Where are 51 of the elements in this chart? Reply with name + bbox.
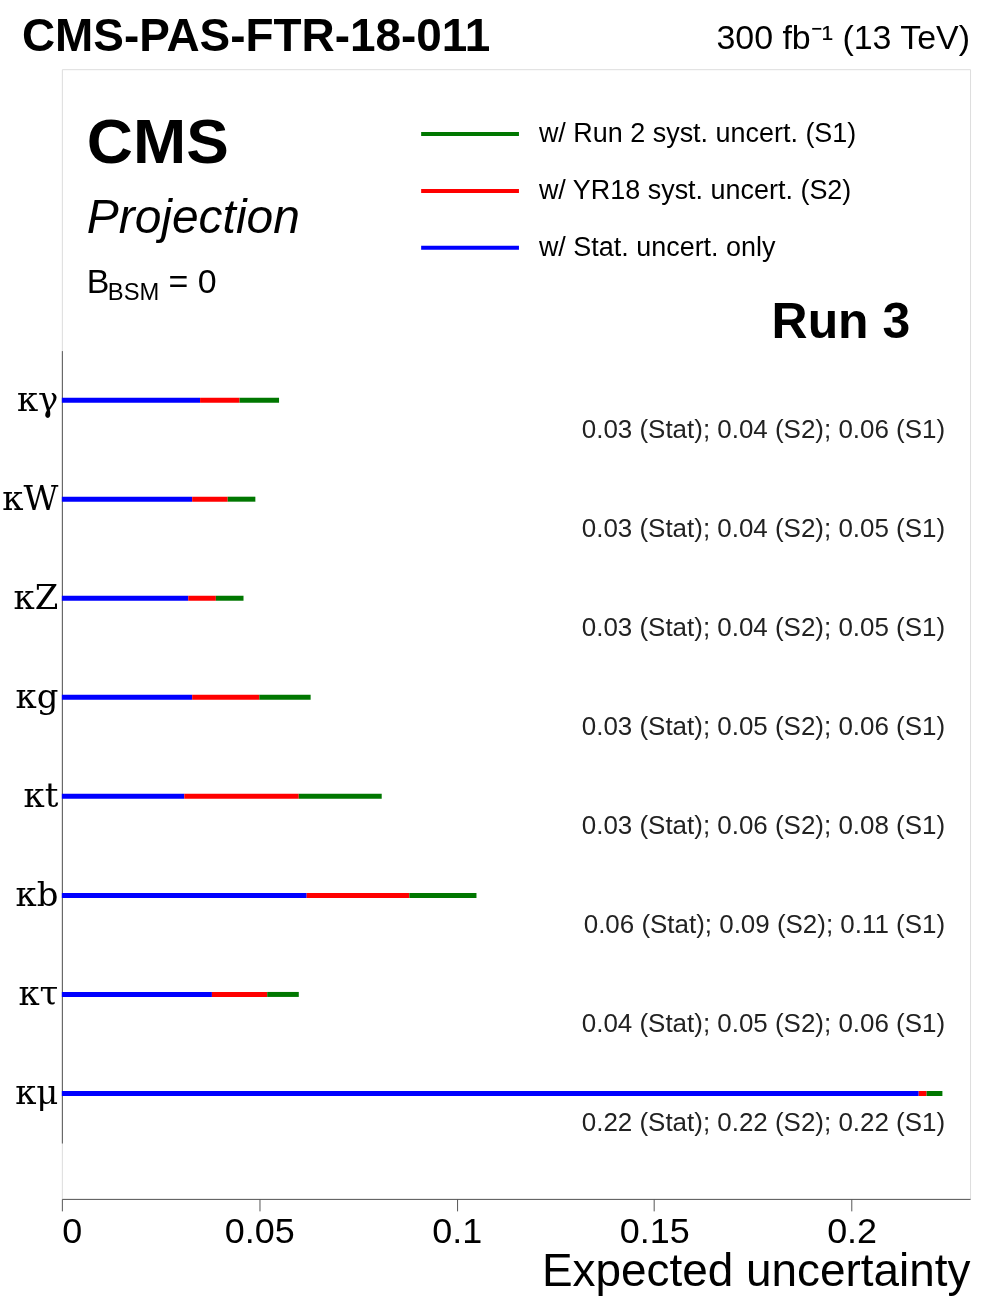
bar (259, 694, 311, 700)
bar (184, 793, 299, 799)
y-tick-label: κg (15, 676, 59, 716)
y-tick-label: κZ (13, 577, 59, 617)
bar (267, 991, 299, 997)
y-tick-label: κb (15, 874, 59, 914)
y-tick-label: κt (23, 775, 59, 815)
x-tick-label: 0.05 (224, 1210, 295, 1252)
text: CMS (86, 104, 229, 177)
bar (926, 1090, 943, 1096)
chart-title: CMS-PAS-FTR-18-011 (21, 9, 491, 62)
bar (61, 595, 189, 601)
y-tick-label: κτ (18, 973, 59, 1013)
bar (61, 793, 185, 799)
annotation: 0.06 (Stat); 0.09 (S2); 0.11 (S1) (583, 910, 946, 939)
legend-label: w/ Stat. uncert. only (537, 231, 776, 262)
bar (409, 892, 477, 898)
bar (192, 496, 228, 502)
bar (61, 892, 307, 898)
text: Run 3 (771, 292, 911, 349)
annotation: 0.22 (Stat); 0.22 (S2); 0.22 (S1) (581, 1108, 946, 1137)
legend-label: w/ Run 2 syst. uncert. (S1) (537, 118, 857, 149)
bar (239, 397, 280, 403)
annotation: 0.03 (Stat); 0.04 (S2); 0.05 (S1) (581, 514, 946, 543)
annotation: 0.03 (Stat); 0.04 (S2); 0.06 (S1) (581, 415, 946, 444)
bar (61, 991, 212, 997)
bar (61, 694, 193, 700)
bar (61, 397, 201, 403)
bar (188, 595, 216, 601)
bar (61, 496, 193, 502)
bar (211, 991, 268, 997)
y-tick-label: κμ (15, 1072, 59, 1112)
annotation: 0.03 (Stat); 0.06 (S2); 0.08 (S1) (581, 811, 946, 840)
x-tick-label: 0.1 (432, 1210, 483, 1252)
bar (192, 694, 260, 700)
bar (306, 892, 410, 898)
bar (918, 1090, 927, 1096)
bar (215, 595, 244, 601)
annotation: 0.04 (Stat); 0.05 (S2); 0.06 (S1) (581, 1009, 946, 1038)
y-tick-label: κW (2, 478, 59, 518)
bar (61, 1090, 919, 1096)
annotation: 0.03 (Stat); 0.04 (S2); 0.05 (S1) (581, 613, 946, 642)
bar (200, 397, 240, 403)
bar (227, 496, 256, 502)
chart-subtitle: 300 fb⁻¹ (13 TeV) (716, 18, 971, 57)
bar (298, 793, 382, 799)
y-tick-label: κγ (16, 379, 59, 419)
x-tick-label: 0 (62, 1210, 83, 1252)
text: Projection (86, 189, 300, 243)
annotation: 0.03 (Stat); 0.05 (S2); 0.06 (S1) (581, 712, 946, 741)
legend-label: w/ YR18 syst. uncert. (S2) (537, 174, 852, 205)
